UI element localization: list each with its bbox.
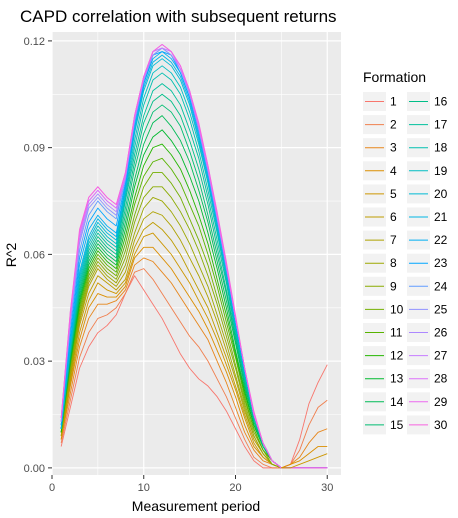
legend-label: 12 xyxy=(390,349,404,363)
legend-label: 23 xyxy=(434,256,448,270)
legend-item-11: 11 xyxy=(363,323,403,342)
legend-item-12: 12 xyxy=(363,346,404,366)
legend-label: 7 xyxy=(390,233,397,247)
legend-item-19: 19 xyxy=(407,161,448,181)
legend-label: 25 xyxy=(434,302,448,316)
legend-item-14: 14 xyxy=(363,392,404,412)
plot-panel xyxy=(51,32,341,475)
legend-item-9: 9 xyxy=(363,276,397,296)
legend-label: 18 xyxy=(434,141,448,155)
legend-item-5: 5 xyxy=(363,184,397,204)
x-tick-label: 10 xyxy=(138,482,150,494)
y-tick-label: 0.03 xyxy=(24,356,45,368)
y-tick-label: 0.12 xyxy=(24,36,45,48)
legend-title: Formation xyxy=(363,69,426,85)
legend-label: 27 xyxy=(434,349,448,363)
legend-label: 1 xyxy=(390,95,397,109)
legend-item-3: 3 xyxy=(363,138,397,158)
legend-item-4: 4 xyxy=(363,161,397,181)
series-tail-4 xyxy=(281,446,328,469)
legend-label: 15 xyxy=(390,418,404,432)
legend-label: 29 xyxy=(434,395,448,409)
legend-item-21: 21 xyxy=(407,207,448,227)
x-axis-title: Measurement period xyxy=(132,498,260,514)
legend-label: 9 xyxy=(390,279,397,293)
legend-item-17: 17 xyxy=(407,115,448,135)
chart-title: CAPD correlation with subsequent returns xyxy=(20,7,337,26)
legend-item-24: 24 xyxy=(407,276,448,296)
panel-background xyxy=(52,32,341,475)
legend-item-22: 22 xyxy=(407,230,448,250)
legend-item-26: 26 xyxy=(407,323,448,342)
legend-label: 30 xyxy=(434,418,448,432)
legend-label: 24 xyxy=(434,279,448,293)
legend-item-25: 25 xyxy=(407,299,448,319)
series-layer xyxy=(60,44,328,469)
legend-label: 5 xyxy=(390,187,397,201)
legend-item-8: 8 xyxy=(363,253,397,273)
legend: Formation 123456789101112131415161718192… xyxy=(363,69,448,435)
legend-label: 13 xyxy=(390,372,404,386)
legend-label: 26 xyxy=(434,326,448,340)
legend-label: 17 xyxy=(434,118,448,132)
y-axis-title: R^2 xyxy=(3,243,19,268)
legend-label: 4 xyxy=(390,164,397,178)
legend-item-30: 30 xyxy=(407,415,448,435)
legend-item-13: 13 xyxy=(363,369,404,389)
legend-label: 28 xyxy=(434,372,448,386)
legend-label: 19 xyxy=(434,164,448,178)
legend-label: 21 xyxy=(434,210,448,224)
legend-item-29: 29 xyxy=(407,392,448,412)
legend-item-1: 1 xyxy=(363,92,397,111)
legend-item-27: 27 xyxy=(407,346,448,366)
legend-label: 14 xyxy=(390,395,404,409)
y-tick-label: 0.06 xyxy=(24,249,45,261)
legend-label: 3 xyxy=(390,141,397,155)
legend-label: 10 xyxy=(390,302,404,316)
legend-label: 16 xyxy=(434,95,448,109)
x-tick-label: 20 xyxy=(229,482,241,494)
axes: 0 10 20 30 0.00 0.03 0.06 0.09 0.12 xyxy=(24,36,334,494)
y-tick-label: 0.09 xyxy=(24,143,45,155)
legend-item-10: 10 xyxy=(363,299,404,319)
legend-item-15: 15 xyxy=(363,415,404,435)
legend-item-16: 16 xyxy=(407,92,448,111)
x-tick-label: 0 xyxy=(49,482,55,494)
legend-label: 8 xyxy=(390,256,397,270)
legend-item-2: 2 xyxy=(363,115,397,135)
legend-label: 2 xyxy=(390,118,397,132)
legend-item-6: 6 xyxy=(363,207,397,227)
legend-item-23: 23 xyxy=(407,253,448,273)
legend-label: 20 xyxy=(434,187,448,201)
y-tick-label: 0.00 xyxy=(24,463,45,475)
legend-item-28: 28 xyxy=(407,369,448,389)
legend-item-20: 20 xyxy=(407,184,448,204)
legend-label: 6 xyxy=(390,210,397,224)
legend-item-18: 18 xyxy=(407,138,448,158)
legend-item-7: 7 xyxy=(363,230,397,250)
legend-label: 11 xyxy=(390,326,403,340)
x-tick-label: 30 xyxy=(321,482,333,494)
series-tail-5 xyxy=(281,453,328,469)
legend-label: 22 xyxy=(434,233,448,247)
